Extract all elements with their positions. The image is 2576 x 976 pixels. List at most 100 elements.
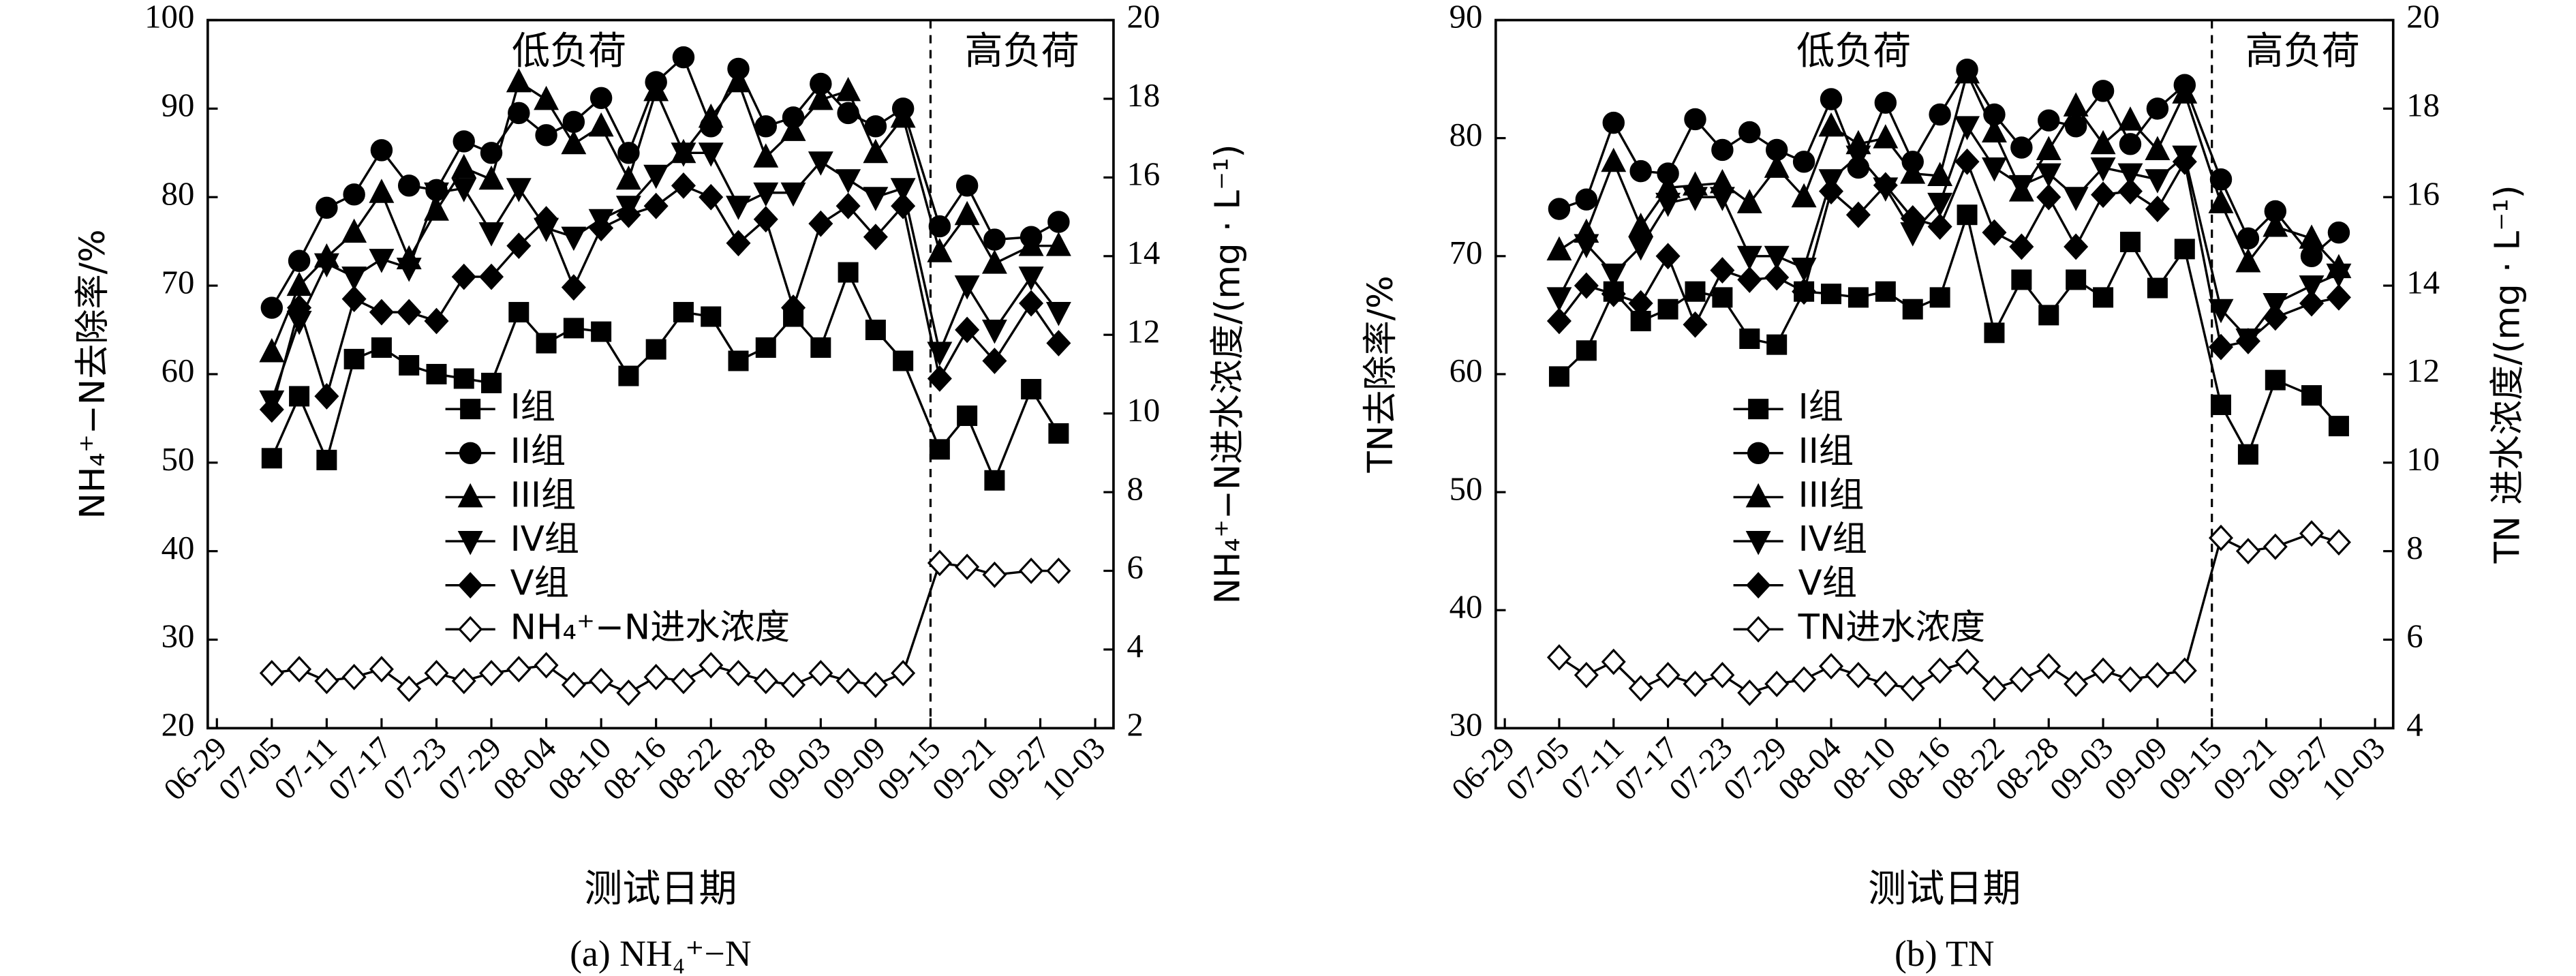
marker [370,139,393,162]
x-tick-label: 07-17 [1608,731,1685,807]
marker [1929,103,1951,126]
marker [589,87,613,109]
marker [343,183,365,206]
marker [1021,379,1042,400]
marker [617,142,640,164]
marker [2145,196,2170,222]
marker [2009,233,2034,260]
marker [1548,366,1569,387]
marker [1046,330,1071,356]
marker [1048,423,1069,444]
marker [2010,136,2033,159]
x-tick-label: 09-03 [2044,731,2120,807]
marker [397,174,420,197]
marker [1655,243,1681,270]
marker [479,660,504,686]
x-tick-label: 07-11 [1555,731,1631,806]
marker [865,320,886,341]
marker [1954,59,1980,84]
marker [1900,204,1925,232]
marker [506,178,532,202]
marker [1546,236,1572,261]
marker [563,318,584,339]
marker [2326,263,2352,288]
marker [1045,232,1071,256]
marker [2327,221,2350,244]
marker [699,183,724,211]
annotation: 高负荷 [2245,29,2360,74]
marker [261,448,282,469]
marker [506,67,532,93]
marker [451,263,476,290]
marker [316,449,337,470]
marker [2147,277,2168,299]
marker [955,553,980,581]
marker [1737,680,1762,706]
marker [289,386,310,407]
y2-tick-label: 8 [2406,530,2423,566]
marker [2093,287,2114,308]
marker [891,192,916,219]
marker [561,274,586,301]
y2-tick-label: 4 [1126,628,1143,665]
marker [1601,147,1627,172]
marker [2038,305,2059,326]
marker [616,680,641,706]
marker [2172,657,2197,684]
x-axis-label: 测试日期 [1868,867,2021,911]
marker [589,667,614,695]
y2-tick-label: 16 [2406,175,2440,212]
x-tick-label: 09-15 [871,731,947,807]
x-tick-label: 08-16 [596,731,673,807]
y2-tick-label: 6 [2406,618,2423,655]
marker [726,230,751,257]
marker [1874,91,1897,114]
marker [2036,136,2061,160]
marker [1792,666,1817,693]
marker [1957,204,1978,226]
marker [451,153,477,179]
marker [699,652,724,679]
y-tick-label: 40 [162,530,195,566]
annotation: 低负荷 [512,29,626,74]
legend-marker [457,531,483,555]
marker [1546,287,1572,311]
marker [1710,257,1735,284]
marker [479,263,504,290]
marker [426,363,447,384]
marker [728,350,749,371]
y2-tick-label: 10 [1126,392,1160,429]
legend-label: V组 [510,563,569,604]
legend-label: II组 [510,431,566,472]
marker [341,663,367,690]
caption: (a) NH₄⁺−N [570,933,751,974]
marker [341,266,367,291]
legend-marker [1745,531,1771,555]
marker [453,368,474,389]
legend-label: IV组 [510,519,579,560]
y-tick-label: 20 [162,707,195,744]
x-tick-label: 07-23 [1663,731,1739,807]
marker [1737,266,1762,293]
marker [1764,264,1790,291]
y2-tick-label: 2 [1126,707,1143,744]
marker [2146,97,2169,120]
marker [396,258,422,282]
legend-marker [458,572,483,599]
marker [1902,299,1923,320]
y-tick-label: 90 [162,87,195,124]
marker [259,660,284,686]
marker [955,174,979,197]
marker [701,306,722,327]
marker [2117,163,2143,188]
marker [1575,188,1598,211]
marker [983,228,1006,251]
marker [1873,172,1898,199]
y-tick-label: 50 [162,441,195,478]
marker [753,182,779,207]
marker [506,656,532,683]
marker [726,196,751,220]
x-tick-label: 09-09 [816,731,892,807]
marker [369,249,395,273]
